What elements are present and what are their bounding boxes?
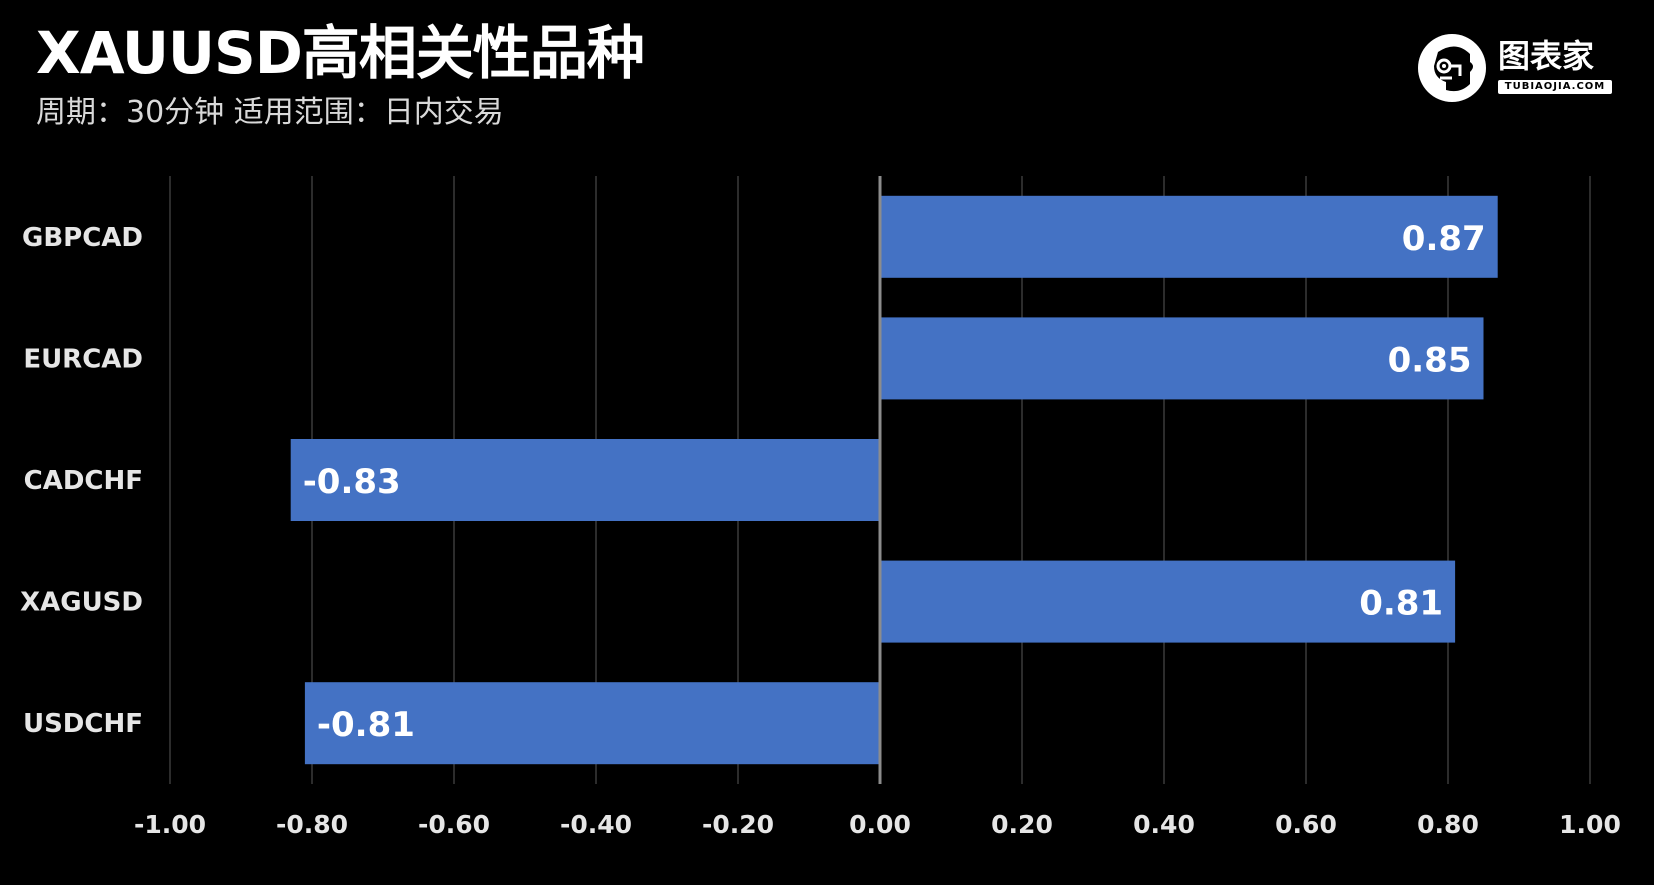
x-tick-label: -0.20 bbox=[702, 810, 774, 839]
data-label: 0.81 bbox=[1359, 584, 1443, 624]
category-label: USDCHF bbox=[23, 709, 143, 739]
category-label: GBPCAD bbox=[22, 223, 143, 253]
category-label: CADCHF bbox=[24, 466, 143, 496]
data-label: -0.81 bbox=[317, 705, 415, 745]
logo-sub: TUBIAOJIA.COM bbox=[1498, 80, 1612, 94]
robot-head-icon bbox=[1418, 34, 1486, 102]
x-tick-label: 0.20 bbox=[991, 810, 1053, 839]
x-tick-label: 0.60 bbox=[1275, 810, 1337, 839]
category-label: XAGUSD bbox=[20, 588, 143, 618]
x-tick-label: -1.00 bbox=[134, 810, 206, 839]
x-tick-label: 1.00 bbox=[1559, 810, 1621, 839]
bar-gbpcad bbox=[880, 195, 1498, 278]
brand-logo: 图表家 TUBIAOJIA.COM bbox=[1416, 30, 1616, 106]
data-label: -0.83 bbox=[303, 462, 401, 502]
x-tick-label: -0.80 bbox=[276, 810, 348, 839]
bar-eurcad bbox=[880, 317, 1484, 400]
logo-name: 图表家 bbox=[1498, 37, 1595, 75]
x-tick-label: 0.40 bbox=[1133, 810, 1195, 839]
category-label: EURCAD bbox=[23, 344, 143, 374]
bar-cadchf bbox=[290, 439, 880, 521]
chart-subtitle: 周期：30分钟 适用范围：日内交易 bbox=[36, 95, 504, 130]
label-layer: -1.00 -0.80 -0.60 -0.40 -0.20 0.00 0.20 0.40 0.6… bbox=[20, 219, 1621, 839]
bar-layer bbox=[290, 195, 1498, 765]
x-tick-label: -0.60 bbox=[418, 810, 490, 839]
chart-title: XAUUSD高相关性品种 bbox=[36, 19, 645, 87]
data-label: 0.87 bbox=[1402, 219, 1486, 259]
bar-xagusd bbox=[880, 560, 1456, 643]
x-tick-label: 0.80 bbox=[1417, 810, 1479, 839]
data-label: 0.85 bbox=[1388, 340, 1472, 380]
x-tick-label: 0.00 bbox=[849, 810, 911, 839]
bar-usdchf bbox=[304, 682, 880, 765]
x-tick-label: -0.40 bbox=[560, 810, 632, 839]
